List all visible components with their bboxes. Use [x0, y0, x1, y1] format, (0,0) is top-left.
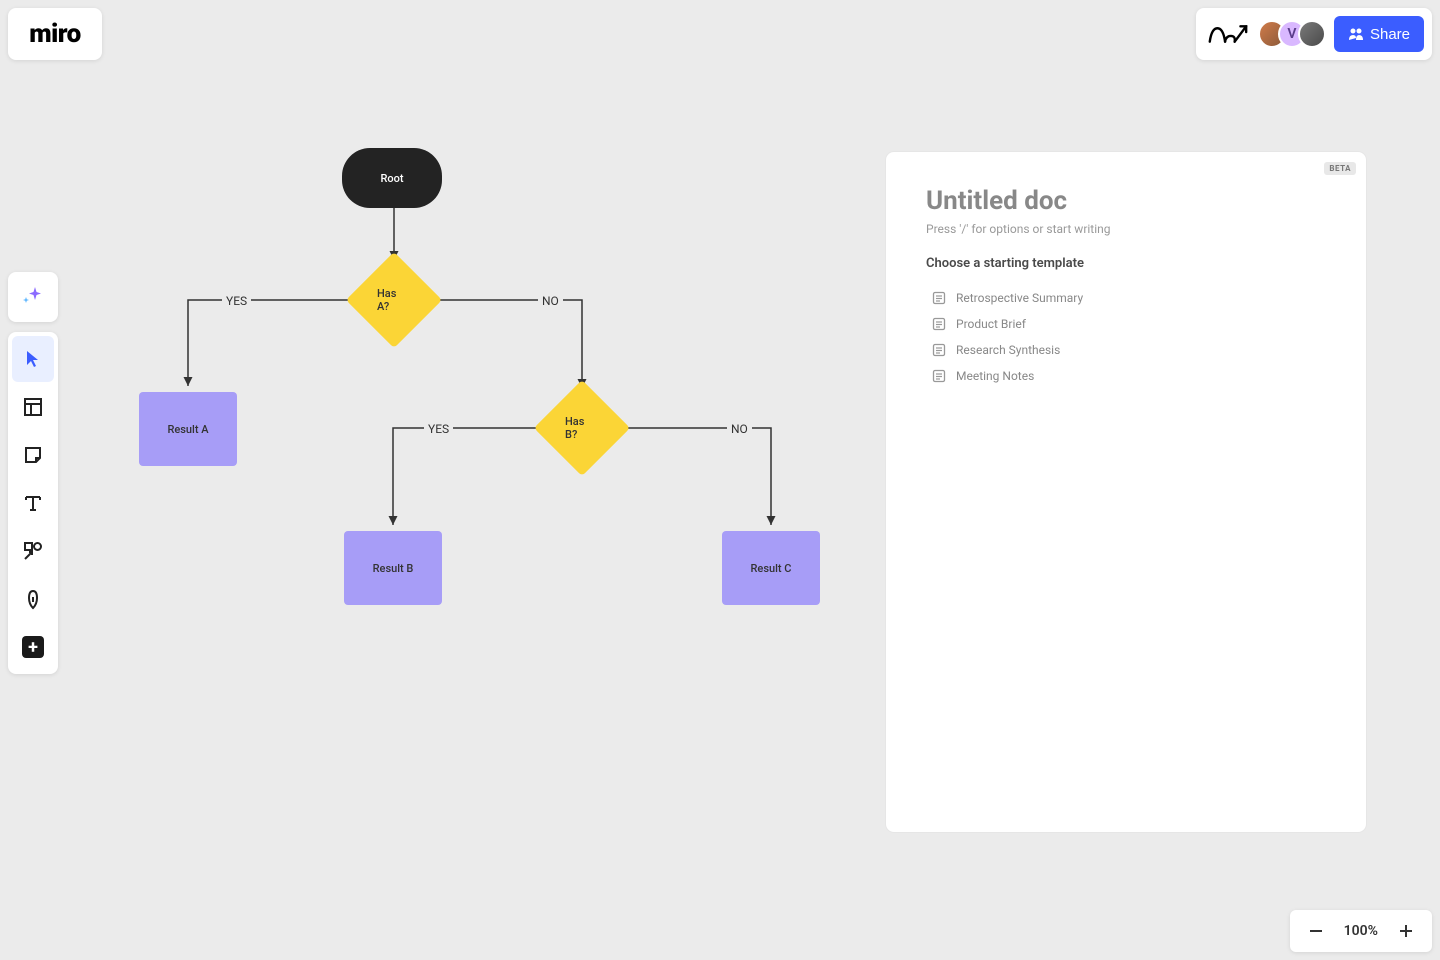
tool-more[interactable]: + — [12, 624, 54, 670]
sparkle-icon — [21, 285, 45, 309]
node-label: Result A — [167, 423, 208, 436]
doc-template-item[interactable]: Research Synthesis — [926, 337, 1326, 363]
node-label: Result B — [373, 562, 414, 575]
tool-text[interactable] — [12, 480, 54, 526]
avatars: V — [1258, 20, 1326, 48]
sticky-icon — [22, 444, 44, 466]
share-button[interactable]: Share — [1334, 16, 1424, 52]
doc-template-label: Retrospective Summary — [956, 291, 1083, 305]
edge-label: YES — [424, 422, 453, 436]
tool-shapes[interactable] — [12, 528, 54, 574]
zoom-out-button[interactable] — [1298, 913, 1334, 949]
edge-label: YES — [222, 294, 251, 308]
logo-text: miro — [29, 19, 81, 49]
doc-template-label: Meeting Notes — [956, 369, 1034, 383]
zoom-controls: 100% — [1290, 910, 1432, 952]
doc-panel[interactable]: BETA Untitled doc Press '/' for options … — [886, 152, 1366, 832]
doc-icon — [932, 343, 946, 357]
doc-title[interactable]: Untitled doc — [926, 186, 1326, 216]
doc-template-item[interactable]: Meeting Notes — [926, 363, 1326, 389]
cursor-icon — [22, 348, 44, 370]
tool-pen[interactable] — [12, 576, 54, 622]
node-label: Has B? — [565, 415, 599, 441]
topbar: V Share — [1196, 8, 1432, 60]
shapes-icon — [22, 540, 44, 562]
doc-icon — [932, 369, 946, 383]
doc-templates-list: Retrospective Summary Product Brief Resear… — [926, 285, 1326, 389]
node-label: Result C — [751, 562, 792, 575]
plus-icon — [1397, 922, 1415, 940]
doc-choose-heading: Choose a starting template — [926, 256, 1326, 271]
timer-icon[interactable] — [1204, 14, 1250, 54]
doc-icon — [932, 291, 946, 305]
tool-frame[interactable] — [12, 384, 54, 430]
doc-template-label: Research Synthesis — [956, 343, 1060, 357]
result-node[interactable]: Result C — [722, 531, 820, 605]
node-label: Has A? — [377, 287, 411, 313]
doc-icon — [932, 317, 946, 331]
text-icon — [22, 492, 44, 514]
doc-beta-badge: BETA — [1324, 162, 1356, 175]
doc-template-item[interactable]: Product Brief — [926, 311, 1326, 337]
frame-icon — [22, 396, 44, 418]
logo[interactable]: miro — [8, 8, 102, 60]
node-label: Root — [380, 172, 403, 185]
tool-select[interactable] — [12, 336, 54, 382]
toolbar: + — [8, 332, 58, 674]
zoom-level[interactable]: 100% — [1334, 923, 1388, 939]
share-icon — [1348, 26, 1364, 42]
doc-hint: Press '/' for options or start writing — [926, 222, 1326, 236]
doc-template-item[interactable]: Retrospective Summary — [926, 285, 1326, 311]
plus-icon: + — [22, 636, 44, 658]
pen-icon — [22, 588, 44, 610]
minus-icon — [1307, 922, 1325, 940]
edge-label: NO — [727, 422, 752, 436]
zoom-in-button[interactable] — [1388, 913, 1424, 949]
tool-ai[interactable] — [8, 272, 58, 322]
decision-node[interactable]: Has B? — [548, 394, 616, 462]
decision-node[interactable]: Has A? — [360, 266, 428, 334]
tool-sticky[interactable] — [12, 432, 54, 478]
share-label: Share — [1370, 26, 1410, 43]
result-node[interactable]: Result A — [139, 392, 237, 466]
edge-label: NO — [538, 294, 563, 308]
root-node[interactable]: Root — [342, 148, 442, 208]
result-node[interactable]: Result B — [344, 531, 442, 605]
doc-template-label: Product Brief — [956, 317, 1026, 331]
avatar[interactable] — [1298, 20, 1326, 48]
